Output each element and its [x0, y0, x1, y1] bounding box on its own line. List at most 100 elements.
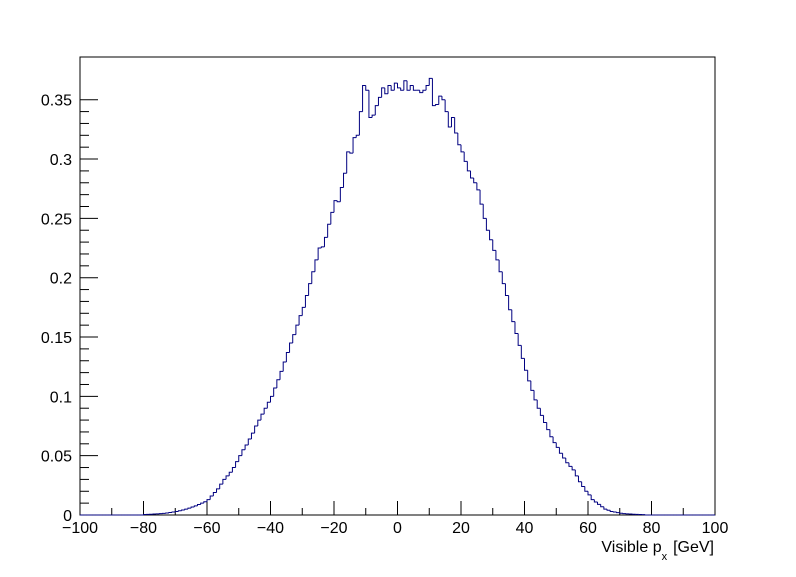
histogram-bin [464, 152, 467, 161]
histogram-bin [572, 466, 575, 470]
histogram-bin [486, 218, 489, 230]
histogram-bin [471, 171, 474, 178]
histogram-bin [178, 511, 181, 512]
histogram-bin [318, 248, 321, 260]
y-tick-label: 0.15 [41, 330, 72, 347]
histogram-bin [185, 509, 188, 510]
histogram-bin [518, 333, 521, 345]
histogram-bin [398, 83, 401, 88]
histogram-bin [251, 433, 254, 439]
histogram-bin [175, 511, 178, 512]
histogram-bin [413, 85, 416, 90]
histogram-bin [223, 479, 226, 484]
histogram-bin [461, 145, 464, 152]
x-tick-label: −100 [62, 520, 98, 537]
histogram-bin [217, 489, 220, 493]
histogram-bin [296, 325, 299, 334]
histogram-bin [544, 415, 547, 422]
histogram-bin [512, 310, 515, 322]
histogram-bin [594, 500, 597, 502]
x-tick-label: −20 [320, 520, 347, 537]
histogram-bin [239, 456, 242, 462]
histogram-bin [232, 468, 235, 473]
histogram-bin [426, 85, 429, 90]
histogram-bin [258, 420, 261, 426]
histogram-bin [248, 439, 251, 445]
histogram-bin [582, 482, 585, 487]
histogram-bin [328, 224, 331, 237]
histogram-bin [344, 173, 347, 187]
histogram-bin [321, 247, 324, 248]
histogram-bin [197, 505, 200, 506]
histogram-bin [207, 500, 210, 502]
y-tick-label: 0.2 [50, 271, 72, 288]
x-tick-label: −60 [193, 520, 220, 537]
histogram-bin [423, 90, 426, 92]
histogram-bin [474, 178, 477, 183]
histogram-bin [271, 396, 274, 402]
histogram-bin [293, 335, 296, 343]
x-tick-label: −40 [257, 520, 284, 537]
histogram-bin [213, 492, 216, 496]
x-label-main: Visible p [601, 539, 661, 556]
histogram-bin [502, 272, 505, 284]
histogram-bin [601, 504, 604, 506]
histogram-bin [525, 358, 528, 370]
frame [80, 57, 715, 515]
histogram-bin [585, 487, 588, 492]
histogram-bin [331, 212, 334, 224]
histogram-bin [505, 284, 508, 296]
histogram-bin [201, 503, 204, 504]
histogram-bin [182, 510, 185, 511]
x-tick-label: 20 [452, 520, 470, 537]
x-tick-label: 100 [702, 520, 729, 537]
x-tick-label: −80 [130, 520, 157, 537]
histogram-bin [455, 118, 458, 133]
x-label-subscript: x [662, 551, 668, 563]
histogram-bin [436, 104, 439, 105]
histogram-bin [286, 352, 289, 361]
histogram-bin [245, 445, 248, 450]
histogram-bin [324, 237, 327, 246]
histogram-bin [356, 135, 359, 137]
histogram-bin [553, 437, 556, 443]
histogram-bin [372, 115, 375, 117]
y-tick-label: 0.25 [41, 211, 72, 228]
histogram-bin [499, 260, 502, 272]
histogram-bin [467, 161, 470, 170]
y-tick-label: 0.05 [41, 449, 72, 466]
y-tick-label: 0.3 [50, 152, 72, 169]
histogram-bin [445, 100, 448, 112]
x-tick-label: 0 [393, 520, 402, 537]
histogram-bin [550, 430, 553, 437]
y-tick-label: 0.1 [50, 389, 72, 406]
histogram-bin [537, 400, 540, 408]
histogram-bin [359, 112, 362, 136]
histogram-bin [229, 472, 232, 476]
histogram-bin [242, 450, 245, 456]
histogram-bin [194, 506, 197, 507]
histogram-bin [547, 422, 550, 429]
histogram-bin [375, 106, 378, 115]
histogram-bin [607, 509, 610, 510]
histogram-bin [191, 507, 194, 508]
histogram-bin [477, 183, 480, 190]
histogram-bin [569, 463, 572, 467]
histogram-bin [515, 322, 518, 334]
histogram-bin [556, 443, 559, 448]
histogram-bin [334, 201, 337, 213]
histogram-bin [299, 316, 302, 325]
histogram-bin [264, 408, 267, 414]
histogram-bin [458, 133, 461, 145]
histogram-bin [261, 414, 264, 420]
histogram-bin [480, 190, 483, 204]
histogram-bin [578, 476, 581, 482]
x-tick-label: 40 [516, 520, 534, 537]
histogram-bin [528, 370, 531, 381]
histogram-bin [305, 295, 308, 307]
histogram-bin [566, 458, 569, 463]
histogram-bin [347, 152, 350, 173]
histogram-bin [236, 462, 239, 468]
histogram-bin [315, 260, 318, 272]
